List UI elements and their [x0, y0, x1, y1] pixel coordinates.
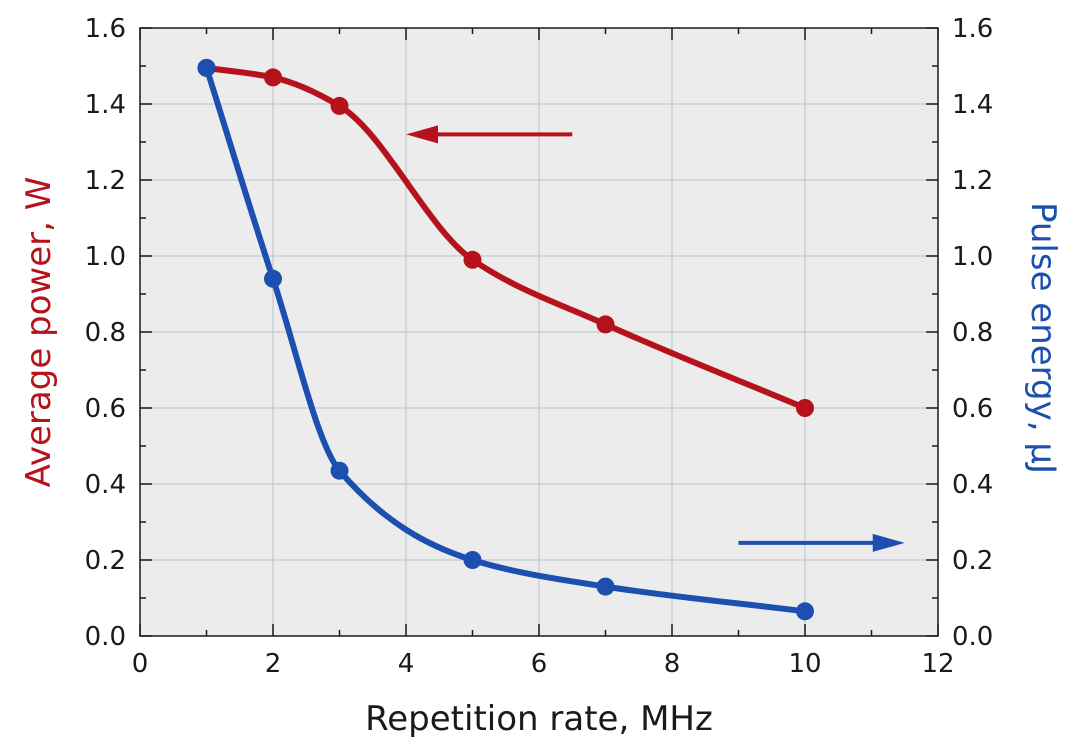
y-axis-title: Average power, W [19, 177, 59, 488]
tick-labels: 0 2 4 6 8 10 120.00.20.40.60.81.01.21.41.60.00… [85, 14, 994, 679]
arrow-right-head [872, 533, 905, 552]
x-tick-label: 6 [531, 649, 548, 679]
x-tick-label: 8 [664, 649, 681, 679]
y2-tick-label: 0.0 [952, 622, 993, 652]
series-left-point [596, 315, 615, 334]
y2-tick-label: 0.2 [952, 546, 993, 576]
series-right-point [463, 551, 482, 569]
y-tick-label: 0.8 [85, 318, 126, 348]
x-tick-label: 0 [132, 649, 149, 679]
x-axis-title: Repetition rate, MHz [365, 699, 713, 739]
y-tick-label: 1.6 [85, 14, 126, 44]
series-right-point [596, 577, 615, 596]
annotations [406, 125, 905, 552]
y-tick-label: 0.6 [85, 394, 126, 424]
y2-tick-label: 0.6 [952, 394, 993, 424]
y-tick-label: 1.0 [85, 242, 126, 272]
series-left-point [264, 68, 282, 87]
series-left-point [463, 250, 482, 269]
grid [140, 28, 938, 636]
y2-axis-title: Pulse energy, μJ [1023, 202, 1063, 474]
y-tick-label: 0.0 [85, 622, 126, 652]
y2-tick-label: 1.6 [952, 14, 993, 44]
series-left-point [330, 96, 349, 115]
y2-tick-label: 0.8 [952, 318, 993, 348]
y2-tick-label: 0.4 [952, 470, 993, 500]
y2-tick-label: 1.0 [952, 242, 993, 272]
x-tick-label: 4 [398, 649, 415, 679]
arrow-left-head [406, 125, 438, 144]
y2-tick-label: 1.4 [952, 90, 993, 120]
x-tick-label: 2 [265, 649, 282, 679]
series-right-point [796, 602, 814, 621]
series-right-point [197, 58, 216, 77]
y-tick-label: 1.4 [85, 90, 126, 120]
y-tick-label: 0.2 [85, 546, 126, 576]
series-left-point [796, 399, 814, 417]
axes [139, 27, 939, 637]
y-tick-label: 1.2 [85, 166, 126, 196]
series-right-point [264, 269, 282, 288]
series-right-line [203, 64, 808, 615]
y-tick-label: 0.4 [85, 470, 126, 500]
x-tick-label: 12 [921, 649, 954, 679]
x-tick-label: 10 [788, 649, 821, 679]
y2-tick-label: 1.2 [952, 166, 993, 196]
series-right-point [330, 461, 349, 480]
series-points [197, 58, 814, 621]
